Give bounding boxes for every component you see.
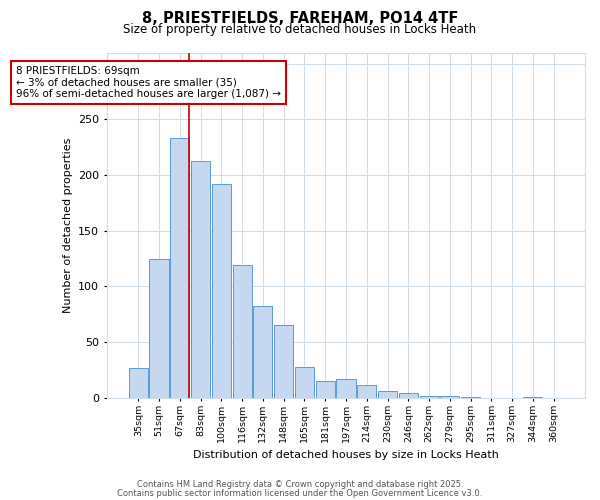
Bar (461, 396, 480, 398)
Text: Contains HM Land Registry data © Crown copyright and database right 2025.: Contains HM Land Registry data © Crown c… (137, 480, 463, 489)
Text: Size of property relative to detached houses in Locks Heath: Size of property relative to detached ho… (124, 22, 476, 36)
Text: 8 PRIESTFIELDS: 69sqm
← 3% of detached houses are smaller (35)
96% of semi-detac: 8 PRIESTFIELDS: 69sqm ← 3% of detached h… (16, 66, 281, 99)
Text: Contains public sector information licensed under the Open Government Licence v3: Contains public sector information licen… (118, 488, 482, 498)
Bar (419, 396, 439, 398)
X-axis label: Distribution of detached houses by size in Locks Heath: Distribution of detached houses by size … (193, 450, 499, 460)
Bar (378, 391, 397, 398)
Bar (337, 379, 356, 398)
Text: 8, PRIESTFIELDS, FAREHAM, PO14 4TF: 8, PRIESTFIELDS, FAREHAM, PO14 4TF (142, 11, 458, 26)
Bar (253, 306, 272, 398)
Bar (191, 160, 210, 398)
Bar (274, 326, 293, 398)
Bar (233, 265, 251, 398)
Bar (316, 381, 335, 398)
Y-axis label: Number of detached properties: Number of detached properties (62, 138, 73, 313)
Bar (523, 396, 542, 398)
Bar (212, 184, 231, 398)
Bar (170, 138, 190, 398)
Bar (128, 368, 148, 398)
Bar (440, 396, 460, 398)
Bar (357, 386, 376, 398)
Bar (149, 258, 169, 398)
Bar (295, 366, 314, 398)
Bar (399, 394, 418, 398)
